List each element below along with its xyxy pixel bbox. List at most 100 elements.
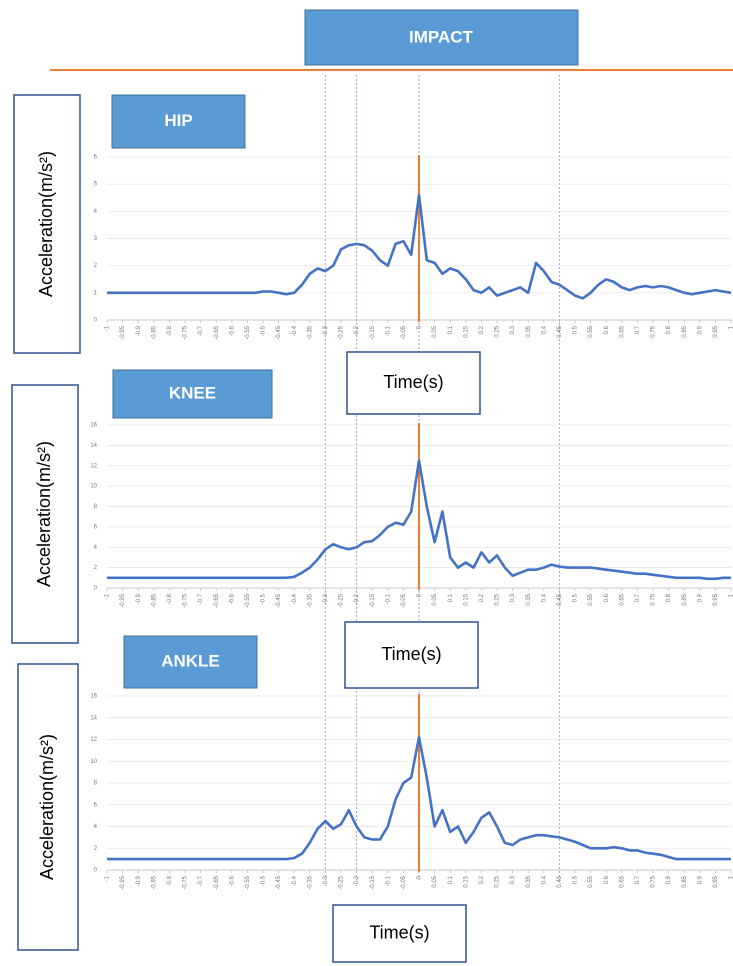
x-tick-label: 0.4 <box>541 325 547 334</box>
x-tick-label: 0.35 <box>526 875 532 887</box>
x-tick-label: 0.15 <box>463 593 469 605</box>
x-tick-label: -0.1 <box>385 593 391 604</box>
x-tick-label: 1 <box>729 875 733 879</box>
x-tick-label: -0.25 <box>339 325 345 339</box>
x-tick-label: 0.1 <box>448 325 454 334</box>
x-tick-label: 0.55 <box>588 593 594 605</box>
data-line <box>107 459 731 581</box>
y-tick-label: 4 <box>94 209 98 215</box>
x-tick-label: -0.05 <box>401 875 407 889</box>
x-tick-label: 0.1 <box>448 593 454 602</box>
x-tick-label: -0.4 <box>292 593 298 604</box>
x-tick-label: 0 <box>417 593 423 597</box>
x-tick-label: 0.9 <box>697 875 703 884</box>
x-tick-label: -0.55 <box>245 875 251 889</box>
header: IMPACT <box>409 27 474 46</box>
x-tick-label: 0.8 <box>666 875 672 884</box>
y-tick-label: 16 <box>90 423 97 429</box>
x-tick-label: 0.6 <box>604 875 610 884</box>
x-tick-label: -0.25 <box>339 875 345 889</box>
x-tick-label: 0.95 <box>713 875 719 887</box>
x-tick-label: -0.65 <box>214 875 220 889</box>
x-tick-label: -0.8 <box>167 325 173 336</box>
chart-title: HIP <box>164 111 192 130</box>
x-tick-label: 0.8 <box>666 325 672 334</box>
x-tick-label: 0.55 <box>588 875 594 887</box>
x-tick-label: 0.3 <box>510 593 516 602</box>
x-tick-label: 0.6 <box>604 593 610 602</box>
y-tick-label: 10 <box>90 759 97 765</box>
y-tick-label: 0 <box>94 868 98 874</box>
x-tick-label: -0.75 <box>183 875 189 889</box>
x-tick-label: 0.05 <box>432 593 438 605</box>
y-tick-label: 8 <box>94 504 98 510</box>
y-tick-label: 14 <box>90 443 97 449</box>
x-tick-label: 0.55 <box>588 325 594 337</box>
x-tick-label: -0.9 <box>136 593 142 604</box>
x-tick-label: -0.7 <box>198 325 204 336</box>
y-tick-label: 6 <box>94 802 98 808</box>
x-tick-label: -0.2 <box>354 325 360 336</box>
x-tick-label: -0.05 <box>401 593 407 607</box>
x-tick-label: -0.9 <box>136 875 142 886</box>
x-tick-label: 0 <box>417 875 423 879</box>
x-tick-label: 0.4 <box>541 875 547 884</box>
x-tick-label: 0.35 <box>526 325 532 337</box>
x-tick-label: -0.7 <box>198 593 204 604</box>
x-tick-label: 1 <box>729 325 733 329</box>
x-tick-label: -0.85 <box>151 325 157 339</box>
x-tick-label: -0.6 <box>229 875 235 886</box>
x-tick-label: -1 <box>105 875 111 881</box>
y-tick-label: 6 <box>94 155 98 161</box>
x-tick-label: -0.8 <box>167 593 173 604</box>
x-tick-label: 0.35 <box>526 593 532 605</box>
x-tick-label: 0.75 <box>651 325 657 337</box>
x-tick-label: -0.35 <box>307 593 313 607</box>
y-tick-label: 4 <box>94 824 98 830</box>
x-tick-label: -0.6 <box>229 325 235 336</box>
y-tick-label: 0 <box>94 586 98 592</box>
x-tick-label: -0.35 <box>307 875 313 889</box>
x-tick-label: 0.25 <box>495 593 501 605</box>
xlabel-box <box>332 904 467 963</box>
x-tick-label: -0.85 <box>151 593 157 607</box>
y-axis-label: Acceleration(m/s²) <box>37 734 57 880</box>
x-tick-label: 0.25 <box>495 325 501 337</box>
x-tick-label: 0.9 <box>697 593 703 602</box>
x-tick-label: -0.65 <box>214 593 220 607</box>
x-tick-label: 0.2 <box>479 593 485 602</box>
x-tick-label: 0.65 <box>619 325 625 337</box>
x-tick-label: -0.6 <box>229 593 235 604</box>
x-tick-label: 0.85 <box>682 875 688 887</box>
y-axis-label: Acceleration(m/s²) <box>36 151 56 297</box>
title-box <box>111 94 246 149</box>
y-tick-label: 0 <box>94 318 98 324</box>
x-tick-label: 0.45 <box>557 593 563 605</box>
x-tick-label: 0.05 <box>432 325 438 337</box>
x-axis-label: Time(s) <box>383 372 443 392</box>
x-tick-label: 1 <box>729 593 733 597</box>
x-tick-label: -0.7 <box>198 875 204 886</box>
x-tick-label: -0.5 <box>261 593 267 604</box>
x-tick-label: 0.85 <box>682 593 688 605</box>
x-tick-label: -0.4 <box>292 875 298 886</box>
y-tick-label: 6 <box>94 524 98 530</box>
x-tick-label: -0.4 <box>292 325 298 336</box>
title-box <box>123 635 258 689</box>
y-tick-label: 1 <box>94 290 98 296</box>
y-tick-label: 8 <box>94 781 98 787</box>
y-tick-label: 12 <box>90 463 97 469</box>
y-axis-label: Acceleration(m/s²) <box>34 441 54 587</box>
x-tick-label: -0.75 <box>183 325 189 339</box>
x-tick-label: 0.15 <box>463 325 469 337</box>
x-tick-label: -0.3 <box>323 875 329 886</box>
x-tick-label: 0.7 <box>635 875 641 884</box>
y-tick-label: 10 <box>90 484 97 490</box>
x-tick-label: -0.55 <box>245 593 251 607</box>
x-tick-label: 0.5 <box>573 593 579 602</box>
x-tick-label: 0.1 <box>448 875 454 884</box>
x-tick-label: 0.15 <box>463 875 469 887</box>
x-tick-label: -1 <box>105 325 111 331</box>
x-tick-label: -0.2 <box>354 875 360 886</box>
